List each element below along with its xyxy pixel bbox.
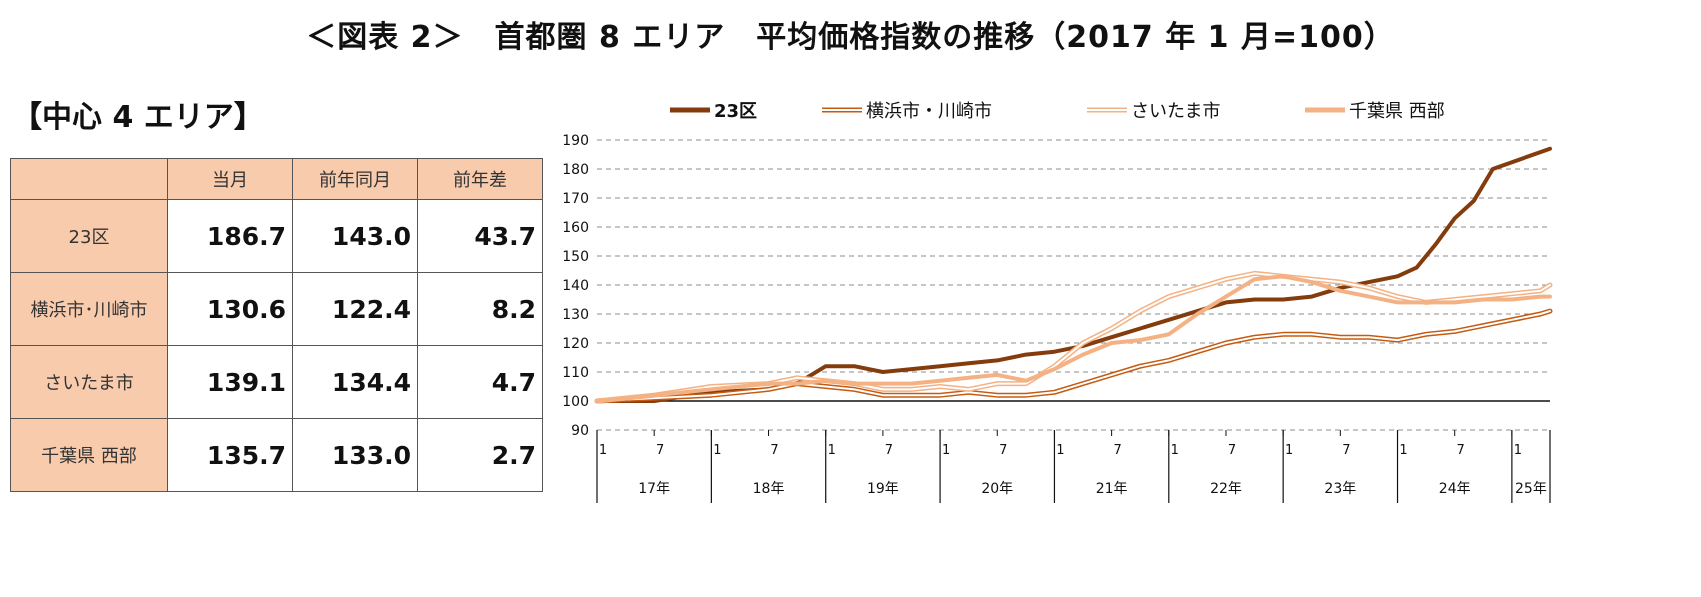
header-current: 当月: [167, 158, 293, 200]
y-tick-label: 170: [562, 191, 589, 207]
table-row: 横浜市･川崎市 130.6 122.4 8.2: [10, 272, 543, 346]
x-tick-label: 1: [713, 443, 721, 458]
year-label: 17年: [638, 481, 670, 497]
section-title: 【中心 4 エリア】: [12, 100, 264, 135]
cell-diff: 43.7: [417, 199, 543, 273]
x-tick-label: 1: [1514, 443, 1522, 458]
header-prev-year: 前年同月: [292, 158, 418, 200]
cell-current: 130.6: [167, 272, 293, 346]
y-tick-label: 140: [562, 278, 589, 294]
cell-prev-year: 134.4: [292, 345, 418, 419]
cell-prev-year: 133.0: [292, 418, 418, 492]
year-label: 25年: [1515, 481, 1547, 497]
y-tick-label: 120: [562, 336, 589, 352]
x-tick-label: 7: [1228, 443, 1236, 458]
y-tick-label: 90: [571, 423, 589, 439]
cell-current: 139.1: [167, 345, 293, 419]
header-diff: 前年差: [417, 158, 543, 200]
y-tick-label: 100: [562, 394, 589, 410]
page-title: ＜図表 2＞ 首都圏 8 エリア 平均価格指数の推移（2017 年 1 月=10…: [306, 20, 1395, 55]
x-tick-label: 7: [770, 443, 778, 458]
table-row: 23区 186.7 143.0 43.7: [10, 199, 543, 273]
x-tick-label: 7: [999, 443, 1007, 458]
cell-current: 186.7: [167, 199, 293, 273]
cell-prev-year: 143.0: [292, 199, 418, 273]
cell-prev-year: 122.4: [292, 272, 418, 346]
table-row: 千葉県 西部 135.7 133.0 2.7: [10, 418, 543, 492]
cell-current: 135.7: [167, 418, 293, 492]
legend-label-3: 千葉県 西部: [1349, 101, 1445, 122]
cell-diff: 8.2: [417, 272, 543, 346]
x-tick-label: 1: [1285, 443, 1293, 458]
x-tick-label: 7: [1113, 443, 1121, 458]
year-label: 23年: [1324, 481, 1356, 497]
row-label: 千葉県 西部: [10, 418, 168, 492]
x-tick-label: 1: [1171, 443, 1179, 458]
y-tick-label: 110: [562, 365, 589, 381]
x-tick-label: 7: [1342, 443, 1350, 458]
year-label: 24年: [1439, 481, 1471, 497]
x-tick-label: 1: [1056, 443, 1064, 458]
table-header-row: 当月 前年同月 前年差: [10, 158, 543, 200]
series-line-3: [595, 274, 1552, 403]
y-tick-label: 130: [562, 307, 589, 323]
year-label: 21年: [1096, 481, 1128, 497]
series-line-inner-1: [596, 310, 1551, 402]
cell-diff: 2.7: [417, 418, 543, 492]
y-tick-label: 180: [562, 162, 589, 178]
x-tick-label: 1: [1399, 443, 1407, 458]
row-label: 横浜市･川崎市: [10, 272, 168, 346]
year-label: 18年: [753, 481, 785, 497]
legend-label-0: 23区: [714, 101, 757, 122]
year-label: 22年: [1210, 481, 1242, 497]
series-line-0: [595, 146, 1552, 403]
y-tick-label: 150: [562, 249, 589, 265]
cell-diff: 4.7: [417, 345, 543, 419]
x-tick-label: 7: [656, 443, 664, 458]
x-tick-label: 7: [885, 443, 893, 458]
row-label: さいたま市: [10, 345, 168, 419]
x-tick-label: 7: [1457, 443, 1465, 458]
x-tick-label: 1: [942, 443, 950, 458]
year-label: 19年: [867, 481, 899, 497]
x-tick-label: 1: [828, 443, 836, 458]
summary-table: 当月 前年同月 前年差 23区 186.7 143.0 43.7 横浜市･川崎市…: [10, 158, 543, 492]
table-row: さいたま市 139.1 134.4 4.7: [10, 345, 543, 419]
legend-label-2: さいたま市: [1131, 101, 1220, 122]
x-tick-label: 1: [599, 443, 607, 458]
year-label: 20年: [981, 481, 1013, 497]
y-tick-label: 160: [562, 220, 589, 236]
header-empty: [10, 158, 168, 200]
y-tick-label: 190: [562, 133, 589, 149]
row-label: 23区: [10, 199, 168, 273]
legend-label-1: 横浜市・川崎市: [866, 101, 992, 122]
